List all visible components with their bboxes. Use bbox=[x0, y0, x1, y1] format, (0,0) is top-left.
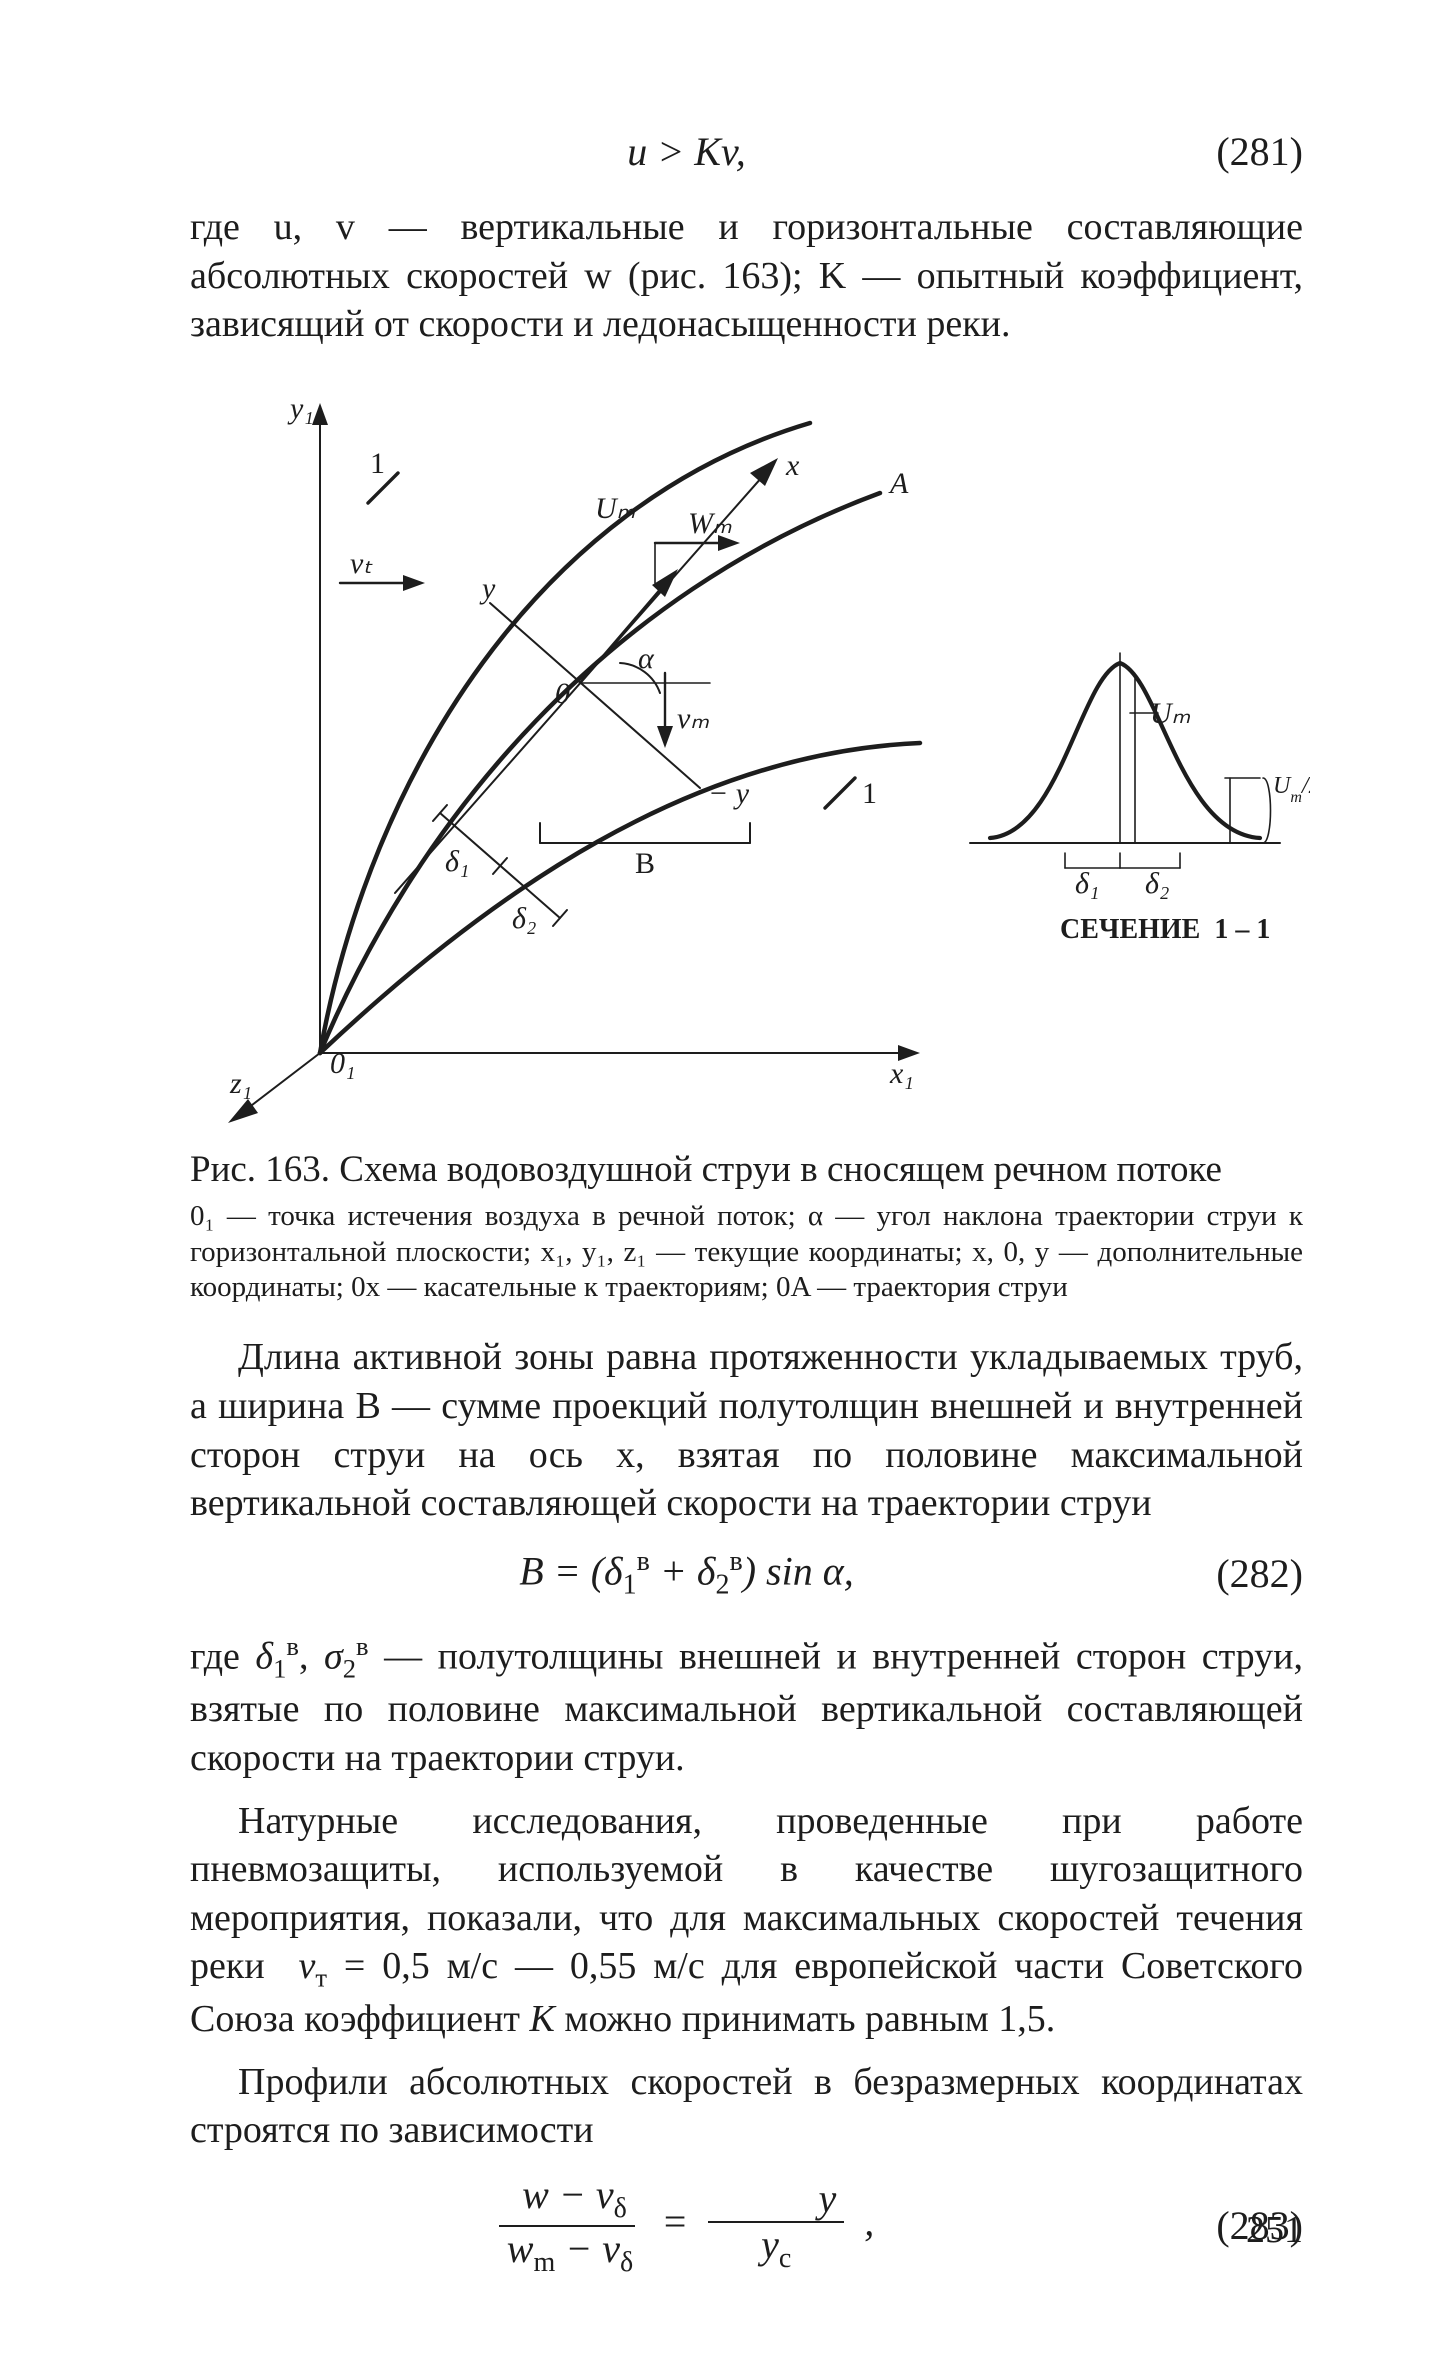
equation-283: w − vδ wm − vδ = y yc , (283) bbox=[190, 2173, 1303, 2279]
lbl-section: СЕЧЕНИЕ 1 – 1 bbox=[1060, 914, 1270, 945]
eq282-number: (282) bbox=[1183, 1550, 1303, 1597]
lbl-1a: 1 bbox=[370, 447, 385, 480]
lbl-Wm: Wₘ bbox=[688, 507, 732, 540]
lbl-x1: x₁ bbox=[889, 1057, 914, 1090]
paragraph-3: где δ1в, σ2в — полутолщины внешней и вну… bbox=[190, 1629, 1303, 1783]
lbl-A: A bbox=[888, 467, 909, 500]
figure-163: y₁ x₁ z₁ 0₁ 0 vₜ Uₘ Wₘ vₘ A x y − y α δ₁… bbox=[190, 373, 1303, 1133]
lbl-d2s: δ₂ bbox=[1145, 867, 1169, 900]
lbl-O1: 0₁ bbox=[330, 1047, 355, 1080]
page-number: 251 bbox=[1246, 2208, 1303, 2252]
paragraph-4: Натурные исследования, проведенные при р… bbox=[190, 1797, 1303, 2044]
lbl-O: 0 bbox=[555, 677, 570, 710]
lbl-1b: 1 bbox=[862, 777, 877, 810]
lbl-vm: vₘ bbox=[677, 702, 709, 735]
lbl-B: B bbox=[635, 847, 655, 880]
lbl-z1: z₁ bbox=[229, 1067, 252, 1100]
eq281-formula: u > Kv, bbox=[190, 128, 1183, 175]
lbl-d2: δ₂ bbox=[512, 902, 536, 935]
lbl-Um: Uₘ bbox=[595, 492, 636, 525]
lbl-vT: vₜ bbox=[350, 547, 373, 580]
paragraph-5: Профили абсолютных скоростей в безразмер… bbox=[190, 2058, 1303, 2155]
eq283-formula: w − vδ wm − vδ = y yc , bbox=[190, 2173, 1183, 2279]
lbl-my: − y bbox=[708, 777, 750, 810]
lbl-y1: y₁ bbox=[287, 392, 314, 425]
figure-caption-sub: 0₁ — точка истечения воздуха в речной по… bbox=[190, 1199, 1303, 1305]
lbl-Um2: Uₘ bbox=[1150, 697, 1191, 730]
equation-281: u > Kv, (281) bbox=[190, 128, 1303, 175]
lbl-x: x bbox=[785, 449, 800, 482]
paragraph-1: где u, v — вертикальные и горизонтальные… bbox=[190, 203, 1303, 349]
lbl-y: y bbox=[479, 572, 496, 605]
figure-svg: y₁ x₁ z₁ 0₁ 0 vₜ Uₘ Wₘ vₘ A x y − y α δ₁… bbox=[190, 373, 1310, 1133]
equation-282: B = (δ1в + δ2в) sin α, (282) bbox=[190, 1546, 1303, 1601]
lbl-al: α bbox=[638, 642, 655, 675]
paragraph-2: Длина активной зоны равна протяженности … bbox=[190, 1333, 1303, 1528]
eq282-formula: B = (δ1в + δ2в) sin α, bbox=[190, 1546, 1183, 1601]
lbl-Umh: Um/2 bbox=[1273, 773, 1310, 806]
eq281-number: (281) bbox=[1183, 128, 1303, 175]
figure-caption-title: Рис. 163. Схема водовоздушной струи в сн… bbox=[190, 1147, 1303, 1193]
lbl-d1: δ₁ bbox=[445, 845, 469, 878]
lbl-d1s: δ₁ bbox=[1075, 867, 1099, 900]
